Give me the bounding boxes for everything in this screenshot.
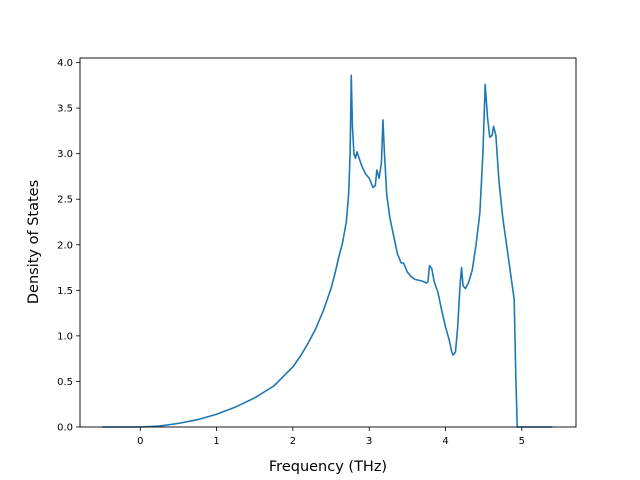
x-tick-label: 4 — [442, 436, 448, 447]
y-tick-label: 0.0 — [57, 423, 73, 434]
y-tick-label: 2.5 — [57, 195, 73, 206]
plot-frame — [79, 57, 577, 428]
dos-line — [102, 74, 553, 428]
y-axis-title: Density of States — [26, 180, 42, 304]
x-tick-label: 2 — [290, 436, 296, 447]
y-tick-label: 3.5 — [57, 104, 73, 115]
plot-area — [80, 58, 576, 427]
x-tick-label: 1 — [213, 436, 219, 447]
x-tick-label: 0 — [137, 436, 143, 447]
x-tick-label: 3 — [366, 436, 372, 447]
y-axis-ticks: 0.0 0.5 1.0 1.5 2.0 2.5 3.0 3.5 4.0 — [57, 58, 80, 434]
y-tick-label: 2.0 — [57, 240, 73, 251]
x-tick-label: 5 — [519, 436, 525, 447]
y-tick-label: 0.5 — [57, 377, 73, 388]
y-tick-label: 1.5 — [57, 286, 73, 297]
y-tick-label: 4.0 — [57, 58, 73, 69]
x-axis-ticks: 0 1 2 3 4 5 — [137, 427, 525, 447]
x-axis-title: Frequency (THz) — [269, 459, 387, 475]
y-tick-label: 3.0 — [57, 149, 73, 160]
y-tick-label: 1.0 — [57, 331, 73, 342]
